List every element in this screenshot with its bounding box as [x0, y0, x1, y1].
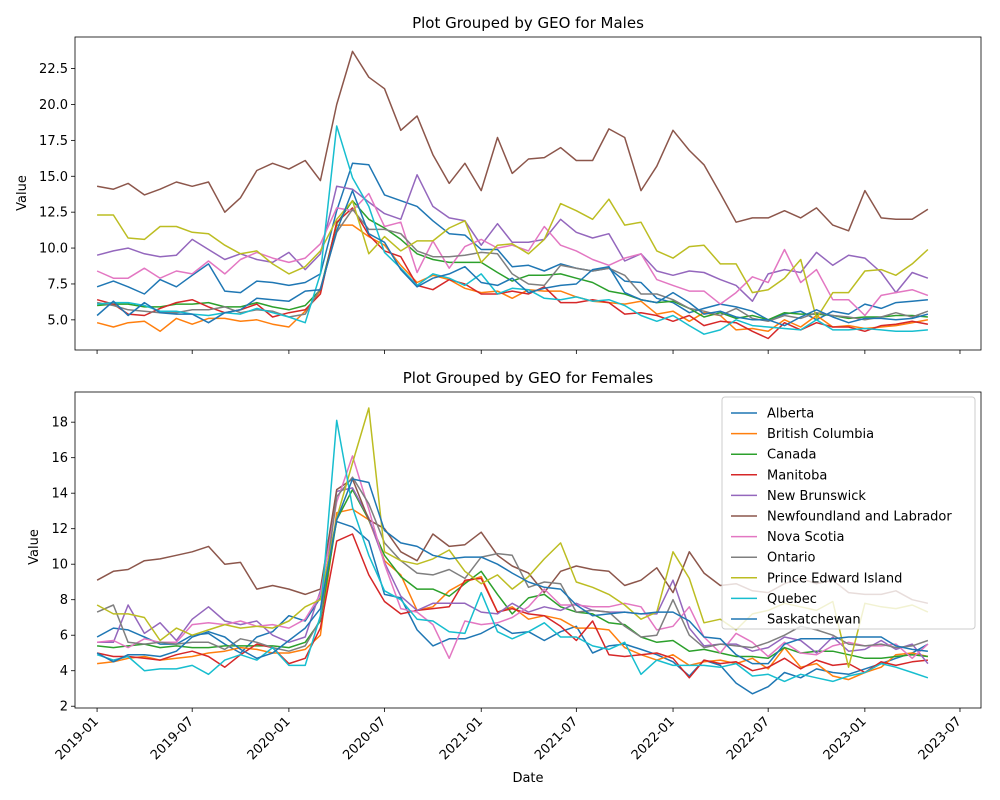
legend-label-nova-scotia: Nova Scotia [767, 530, 845, 545]
males-series-line-prince-edward-island [97, 198, 929, 320]
females-y-tick-label: 2 [60, 700, 68, 715]
males-y-tick-label: 5.0 [47, 313, 68, 328]
males-y-axis-label: Value [15, 175, 30, 211]
males-y-tick-label: 7.5 [47, 277, 68, 292]
males-series-line-nova-scotia [96, 192, 929, 317]
females-series-line-alberta [96, 520, 929, 695]
legend-label-saskatchewan: Saskatchewan [767, 613, 861, 628]
females-series-line-quebec [96, 419, 929, 683]
legend-label-quebec: Quebec [767, 592, 817, 607]
legend: Alberta British Columbia Canada Manitoba New… [721, 396, 976, 630]
females-y-tick-label: 18 [51, 416, 68, 431]
males-series-line-saskatchewan [96, 189, 929, 327]
legend-label-prince-edward-island: Prince Edward Island [767, 571, 902, 586]
males-series-line-new-brunswick [96, 174, 929, 302]
females-y-tick-label: 14 [51, 487, 68, 502]
females-y-tick-label: 16 [51, 451, 68, 466]
legend-label-ontario: Ontario [767, 551, 815, 566]
legend-label-new-brunswick: New Brunswick [767, 489, 866, 504]
x-axis-label: Date [512, 771, 543, 786]
males-chart-title: Plot Grouped by GEO for Males [412, 14, 644, 32]
males-y-tick-label: 15.0 [39, 170, 68, 185]
females-series-line-british-columbia [97, 508, 929, 681]
legend-label-canada: Canada [767, 448, 816, 463]
females-y-axis-label: Value [27, 529, 42, 565]
males-plot-area: 5.0 7.5 10.0 12.5 15.0 17.5 20.0 22.5 [39, 36, 982, 354]
females-chart-title: Plot Grouped by GEO for Females [403, 369, 654, 387]
females-series-line-ontario [96, 476, 929, 652]
legend-box [721, 396, 976, 630]
females-y-tick-label: 10 [51, 558, 68, 573]
females-series-line-nova-scotia [97, 455, 929, 660]
males-y-tick-label: 12.5 [39, 206, 68, 221]
legend-label-newfoundland-and-labrador: Newfoundland and Labrador [767, 510, 952, 525]
males-series-line-newfoundland-and-labrador [96, 50, 929, 232]
males-y-tick-label: 10.0 [39, 242, 68, 257]
females-axes-frame [74, 391, 982, 709]
females-y-tick-label: 8 [60, 593, 68, 608]
males-y-tick-label: 20.0 [39, 98, 68, 113]
females-y-tick-label: 12 [51, 522, 68, 537]
males-y-tick-label: 17.5 [39, 134, 68, 149]
females-series-line-saskatchewan [96, 478, 928, 665]
legend-label-british-columbia: British Columbia [767, 427, 874, 442]
females-series-line-new-brunswick [97, 487, 929, 665]
males-panel: Plot Grouped by GEO for Males Value 5.0 7… [15, 14, 982, 354]
males-y-tick-label: 22.5 [39, 62, 68, 77]
legend-label-alberta: Alberta [767, 407, 814, 422]
males-series-lines [96, 50, 929, 340]
males-axes-frame [74, 36, 982, 351]
males-series-line-quebec [97, 125, 928, 335]
legend-label-manitoba: Manitoba [767, 468, 827, 483]
females-y-tick-label: 6 [60, 629, 68, 644]
males-series-line-canada [97, 199, 928, 321]
females-series-lines [96, 407, 929, 695]
females-y-tick-label: 4 [60, 664, 68, 679]
females-series-line-manitoba [96, 533, 928, 679]
